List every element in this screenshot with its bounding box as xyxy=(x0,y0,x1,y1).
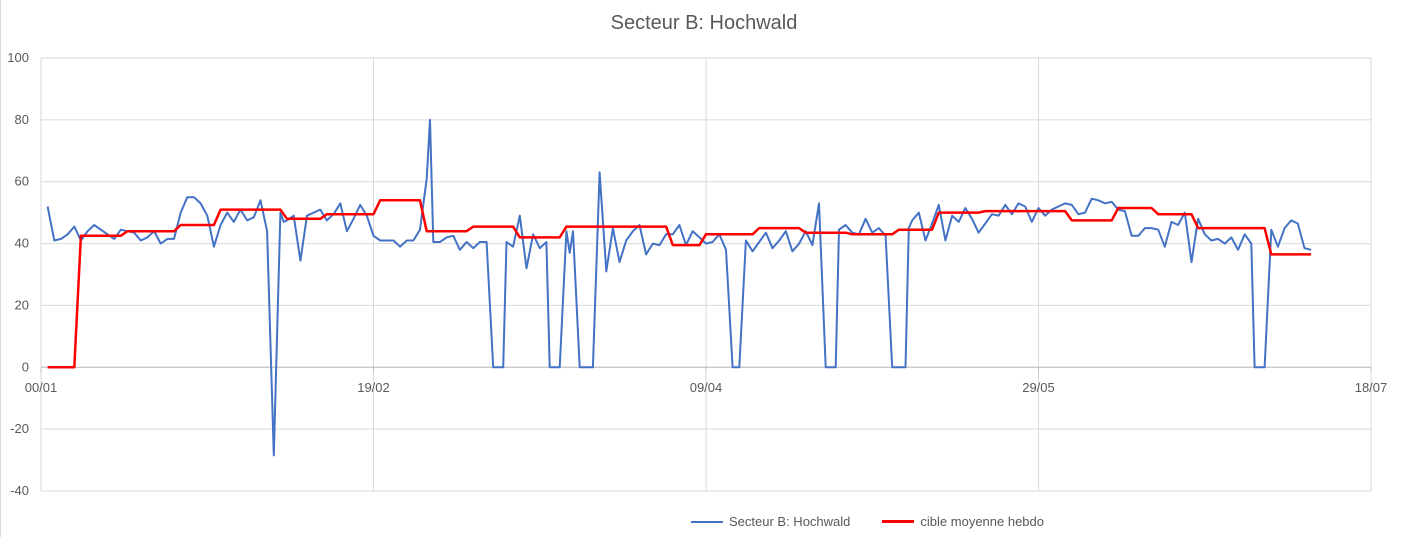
legend-swatch-series-2 xyxy=(882,520,915,523)
legend-item-series-1: Secteur B: Hochwald xyxy=(691,514,850,529)
legend-label-series-2: cible moyenne hebdo xyxy=(920,514,1044,529)
x-tick-label: 09/04 xyxy=(690,380,723,395)
y-tick-label: -20 xyxy=(10,421,29,436)
x-tick-label: 29/05 xyxy=(1022,380,1055,395)
y-tick-label: 20 xyxy=(15,297,29,312)
series-line-cible-moyenne-hebdo xyxy=(47,199,1312,369)
y-tick-label: -40 xyxy=(10,483,29,498)
y-tick-label: 40 xyxy=(15,236,29,251)
legend-item-series-2: cible moyenne hebdo xyxy=(882,514,1044,529)
x-tick-label: 18/07 xyxy=(1355,380,1388,395)
chart-title: Secteur B: Hochwald xyxy=(610,12,798,34)
y-tick-label: 0 xyxy=(22,359,29,374)
legend-label-series-1: Secteur B: Hochwald xyxy=(729,514,851,529)
y-tick-label: 60 xyxy=(15,174,29,189)
legend: Secteur B: Hochwald cible moyenne hebdo xyxy=(691,514,1044,529)
x-tick-label: 19/02 xyxy=(357,380,390,395)
legend-swatch-series-1 xyxy=(691,520,723,523)
y-tick-label: 100 xyxy=(7,50,29,65)
series-line-secteur-b-hochwald xyxy=(46,118,1312,457)
y-tick-label: 80 xyxy=(15,112,29,127)
x-tick-label: 00/01 xyxy=(25,380,58,395)
